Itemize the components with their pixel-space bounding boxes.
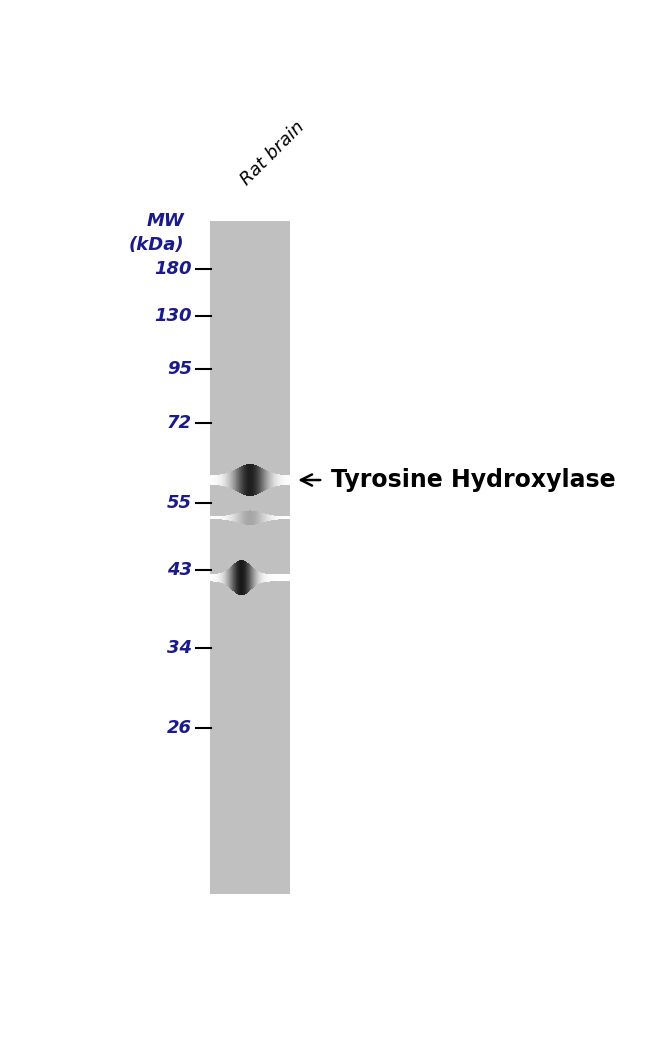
Text: Tyrosine Hydroxylase: Tyrosine Hydroxylase [331, 468, 616, 492]
Text: 26: 26 [167, 718, 192, 737]
Text: 95: 95 [167, 360, 192, 378]
Text: 34: 34 [167, 638, 192, 657]
Text: MW: MW [147, 212, 185, 230]
Text: 72: 72 [167, 414, 192, 432]
Text: 130: 130 [155, 307, 192, 325]
Text: 55: 55 [167, 494, 192, 512]
Text: (kDa): (kDa) [129, 236, 185, 254]
Text: Rat brain: Rat brain [237, 118, 308, 189]
Bar [210, 221, 291, 894]
Text: 43: 43 [167, 561, 192, 579]
Text: 180: 180 [155, 260, 192, 278]
